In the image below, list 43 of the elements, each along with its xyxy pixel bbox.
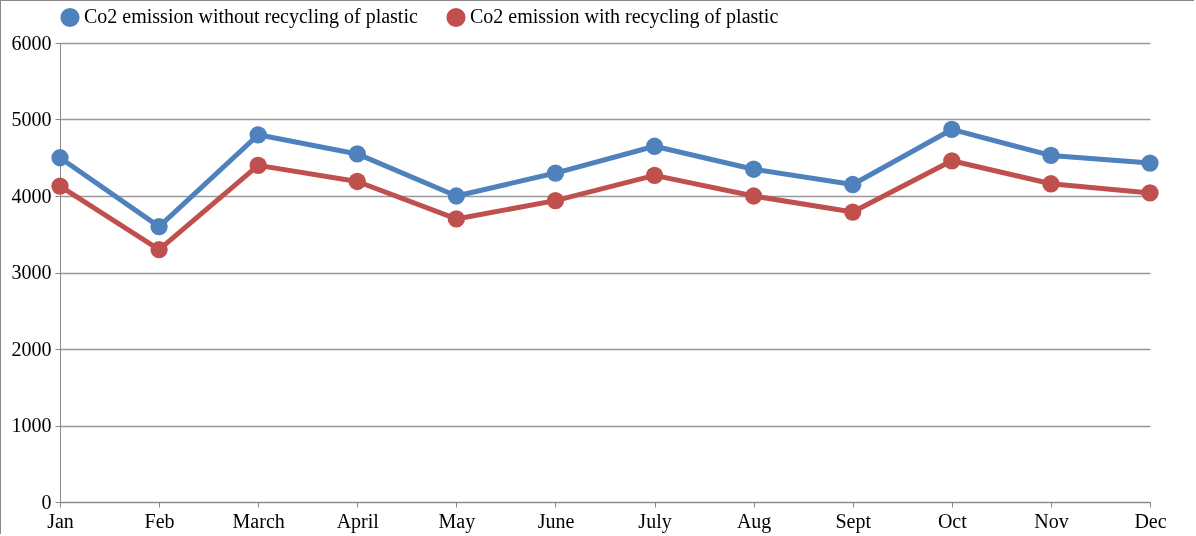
x-tick-label: June [537,509,575,532]
point [546,191,565,210]
point [1042,146,1060,165]
point [645,166,664,184]
point [1141,154,1159,172]
x-tick-label: March [232,509,285,532]
x-tick-label: Feb [144,509,175,532]
point [249,126,267,144]
y-tick-label: 5000 [11,108,52,130]
point [249,156,267,175]
x-tick-label: July [638,509,672,533]
x-tick-label: Nov [1034,509,1069,532]
point [348,172,366,191]
point [645,137,664,155]
point [150,240,168,259]
x-tick-label: Sept [835,509,872,533]
point [744,160,763,178]
y-tick-label: 6000 [11,31,52,54]
y-tick-label: 3000 [11,261,52,283]
point [348,145,366,163]
legend-label: Co2 emission with recycling of plastic [470,5,779,29]
x-tick-label: Aug [736,509,772,533]
y-tick-label: 1000 [11,414,52,436]
point [844,203,862,221]
point [744,187,763,205]
point [447,210,466,228]
y-tick-label: 4000 [11,184,52,207]
point [546,164,565,182]
point [51,149,69,167]
x-tick-label: May [438,509,476,533]
x-tick-label: April [336,509,380,533]
point [1042,175,1060,193]
point [844,175,862,194]
point [447,187,466,205]
y-tick-label: 2000 [11,337,52,360]
x-tick-label: Oct [937,509,968,532]
legend-label: Co2 emission without recycling of plastic [84,5,418,29]
point [943,152,961,170]
x-tick-label: Dec [1134,509,1167,532]
point [1141,184,1159,202]
point [943,120,961,139]
point [150,217,168,236]
point [51,177,69,195]
